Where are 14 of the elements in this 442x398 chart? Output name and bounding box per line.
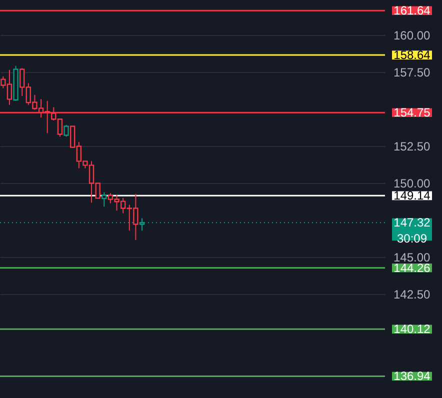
y-tick-label: 157.50 bbox=[394, 65, 431, 80]
ref-line-label: 147.32 bbox=[394, 216, 431, 230]
text: 30:09 bbox=[396, 232, 428, 246]
ref-line-label: 144.26 bbox=[394, 260, 431, 275]
y-tick-label: 160.00 bbox=[394, 28, 431, 42]
ref-line-label: 136.94 bbox=[394, 369, 431, 384]
y-tick-label: 142.50 bbox=[394, 287, 431, 302]
y-tick-label: 152.50 bbox=[394, 139, 431, 154]
ref-line-label: 158.64 bbox=[394, 48, 431, 62]
ref-line-label: 154.75 bbox=[394, 106, 431, 120]
ref-line-label: 149.14 bbox=[394, 188, 431, 203]
ref-line-label: 161.64 bbox=[394, 4, 431, 18]
ref-line-label: 140.12 bbox=[394, 322, 431, 336]
y-tick-label: 150.00 bbox=[394, 176, 431, 190]
